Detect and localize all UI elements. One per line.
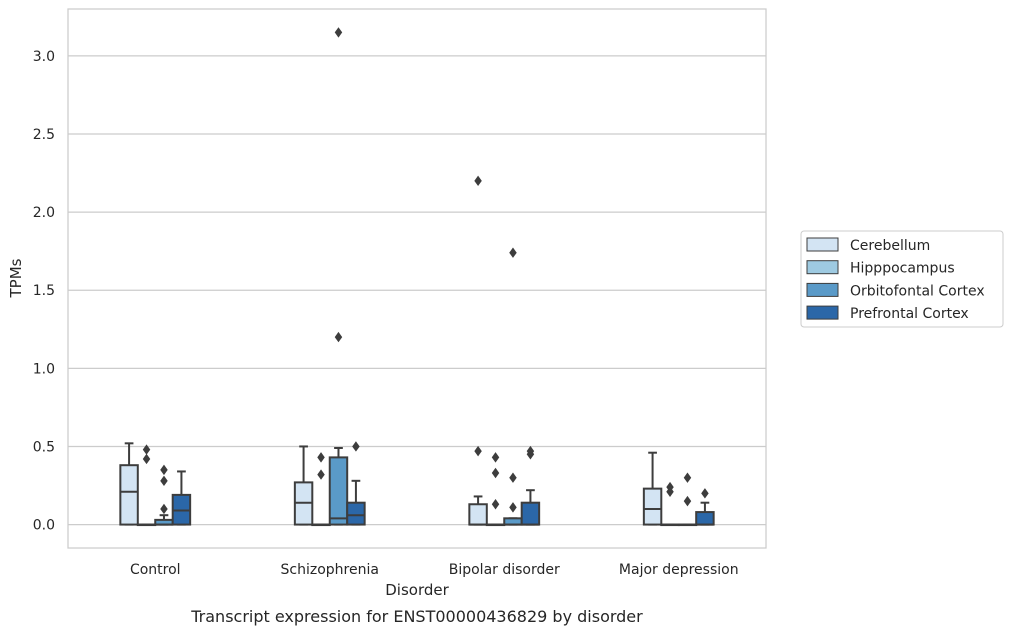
box-body [468,503,488,526]
box-hipppocampus [136,444,157,527]
grid-lines [68,55,766,526]
outlier-point [491,452,500,463]
box-prefrontal-cortex [695,488,715,526]
outlier-point [160,464,168,476]
outlier-point [509,247,517,258]
legend-swatch [806,305,839,320]
plot-area-frame [67,8,767,549]
outlier-point [160,503,168,515]
box-orbitofontal-cortex [154,464,174,526]
y-tick-labels: 0.0 0.5 1.0 1.5 2.0 2.5 3.0 [33,49,55,534]
y-tick-label: 2.5 [33,127,55,143]
box-body [695,511,715,526]
outlier-point [334,27,343,38]
boxes [119,27,715,527]
x-tick-label: Schizophrenia [281,562,379,578]
outlier-point [334,331,343,343]
box-hipppocampus [660,481,680,527]
y-tick-label: 0.5 [33,439,55,455]
outlier-point [509,502,517,513]
outlier-point [317,452,325,463]
box-cerebellum [642,451,663,526]
outlier-point [142,453,151,465]
box-prefrontal-cortex [520,445,541,526]
legend-swatch [806,237,839,252]
outlier-point [683,472,692,483]
y-axis-label: TPMs [7,258,25,298]
box-prefrontal-cortex [171,470,192,526]
outlier-point [474,175,482,187]
box-body [328,456,349,526]
outlier-point [683,495,692,507]
y-tick-label: 0.0 [33,518,55,534]
legend: Cerebellum Hipppocampus Orbitofontal Corte… [800,230,1004,328]
box-orbitofontal-cortex [328,27,349,526]
legend-swatch [806,282,839,297]
outlier-point [317,469,325,480]
outlier-point [526,445,535,457]
outlier-point [142,444,151,455]
y-tick-label: 1.5 [33,283,55,299]
legend-label: Orbitofontal Cortex [850,283,985,299]
x-tick-labels: Control Schizophrenia Bipolar disorder Majo… [130,562,739,578]
chart-caption: Transcript expression for ENST0000043682… [190,607,643,626]
outlier-point [509,472,517,483]
plot-area-background [68,9,766,548]
legend-label: Prefrontal Cortex [850,306,969,322]
x-axis-label: Disorder [385,581,449,599]
x-tick-label: Control [130,562,181,578]
box-body [119,464,139,526]
x-tick-label: Bipolar disorder [449,562,560,578]
y-tick-label: 2.0 [33,205,55,221]
y-tick-label: 1.0 [33,361,55,377]
legend-label: Cerebellum [850,238,930,254]
box-cerebellum [468,175,488,526]
box-cerebellum [293,445,314,526]
outlier-point [474,445,482,457]
legend-frame [800,230,1004,328]
outlier-point [491,499,500,510]
legend-swatch [806,260,839,275]
outlier-point [160,475,168,487]
box-body [346,501,366,526]
x-tick-label: Major depression [619,562,739,578]
outlier-point [491,467,500,479]
box-hipppocampus [485,452,506,527]
box-prefrontal-cortex [346,441,366,526]
box-cerebellum [119,442,139,526]
legend-label: Hipppocampus [850,261,955,277]
box-body [642,487,663,526]
box-orbitofontal-cortex [677,472,698,527]
box-orbitofontal-cortex [503,247,523,526]
box-body [520,501,541,526]
outlier-point [352,441,360,452]
outlier-point [666,481,674,493]
y-tick-label: 3.0 [33,49,55,65]
outlier-point [701,488,709,499]
